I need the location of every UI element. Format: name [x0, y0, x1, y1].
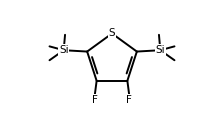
Text: Si: Si [155, 45, 165, 55]
Text: F: F [92, 95, 98, 105]
Text: Si: Si [59, 45, 69, 55]
Text: S: S [109, 29, 115, 38]
Text: F: F [126, 95, 132, 105]
